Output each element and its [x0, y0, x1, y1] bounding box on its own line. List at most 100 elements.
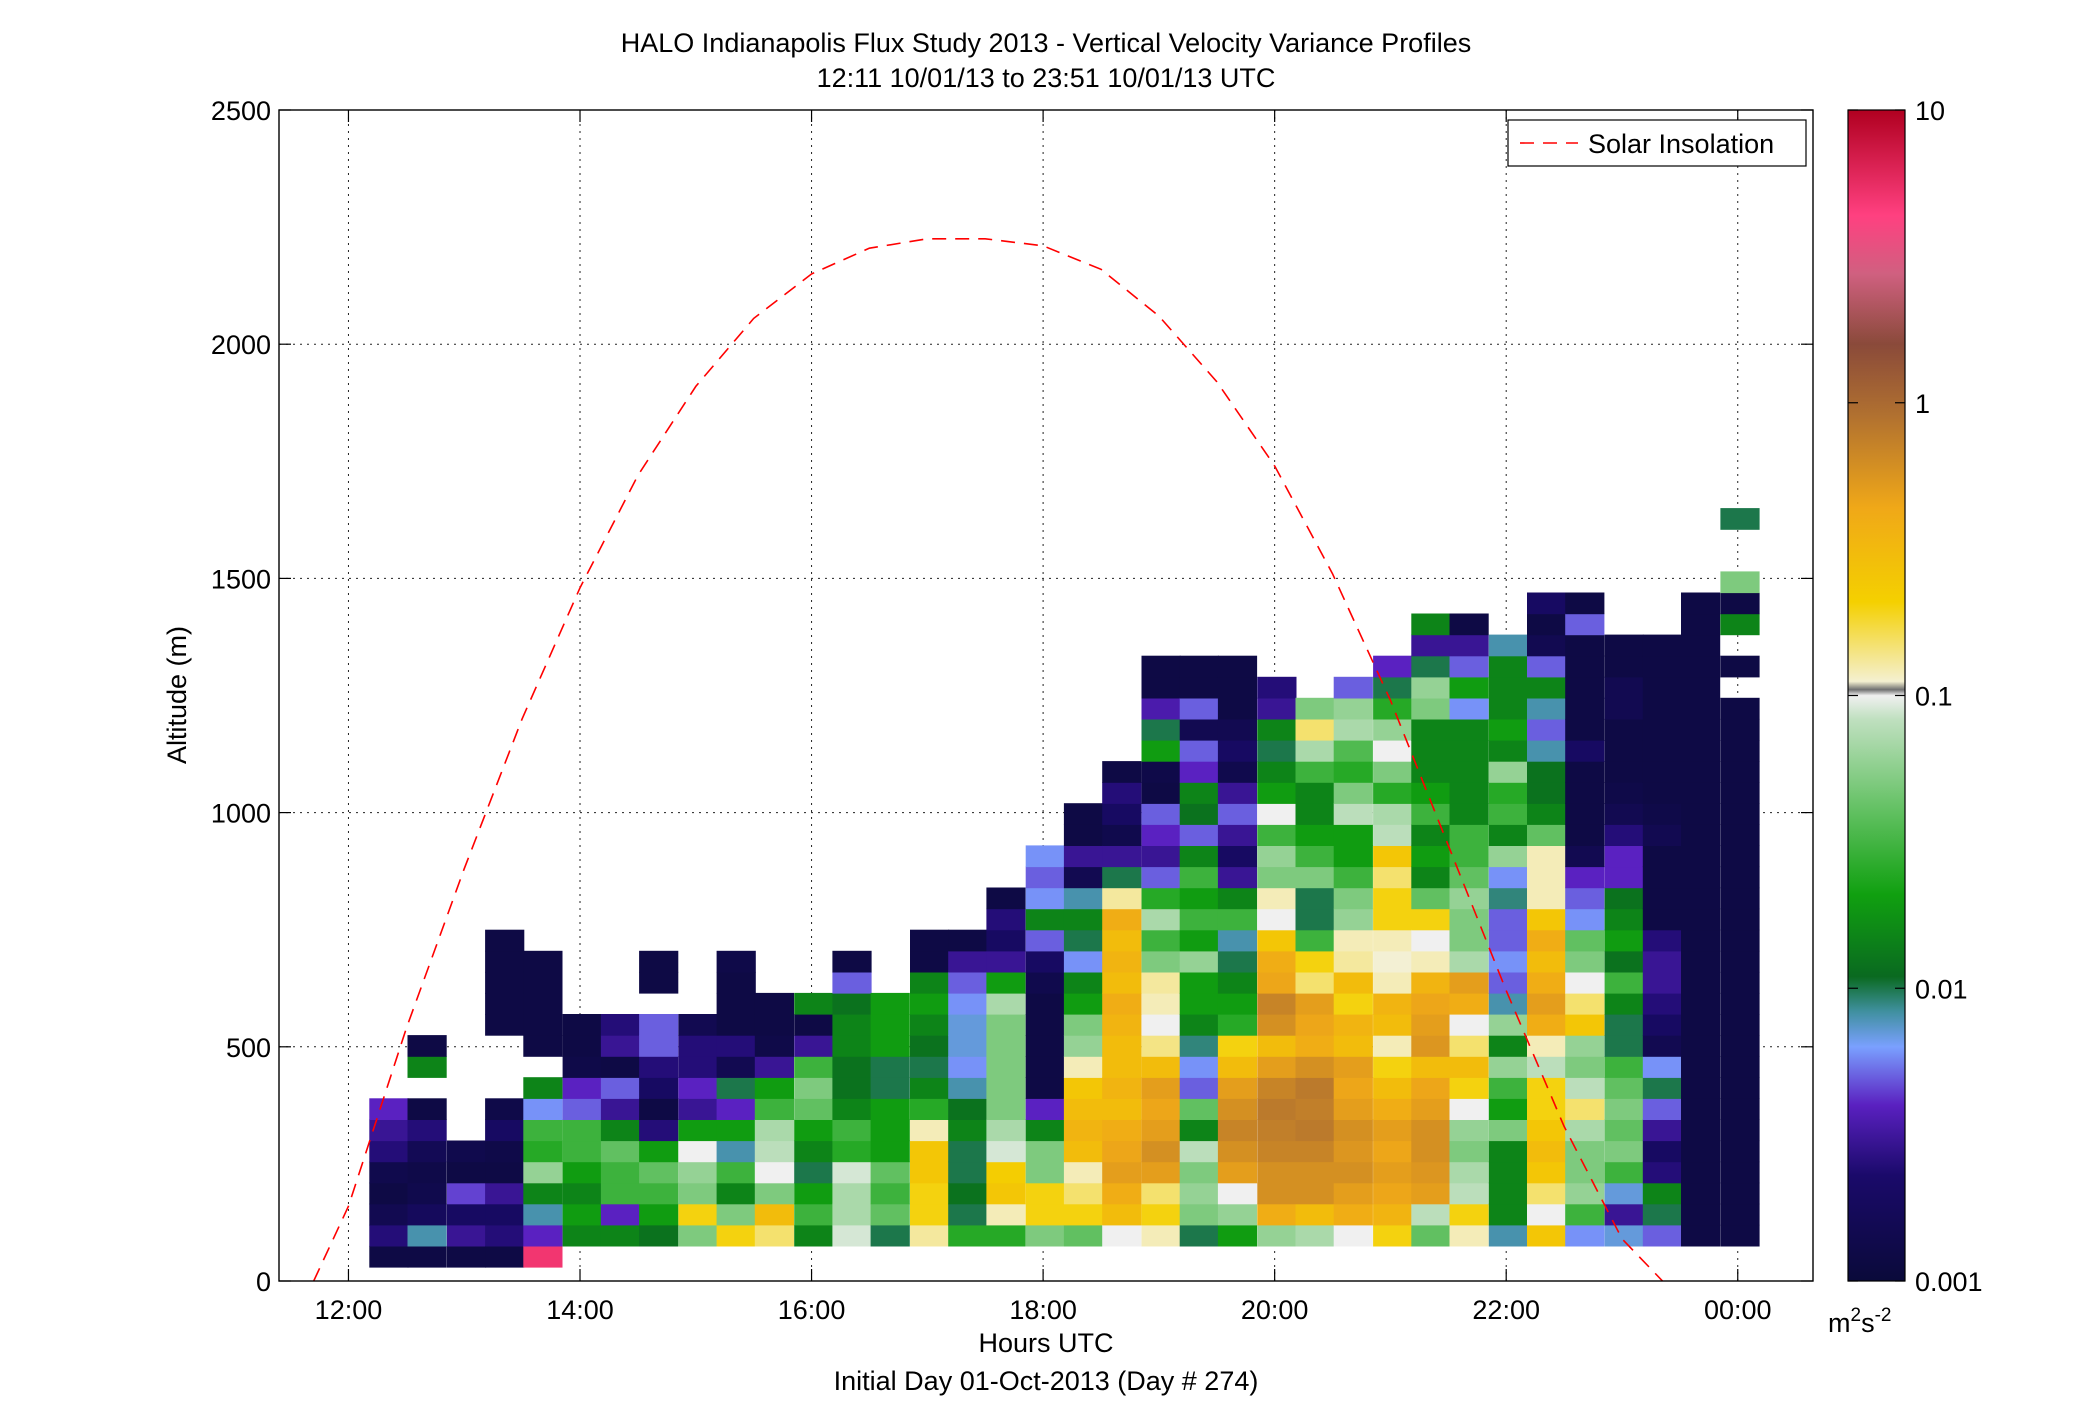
- heatmap-cell: [1449, 1056, 1489, 1078]
- heatmap-cell: [1681, 761, 1721, 783]
- heatmap-cell: [1681, 718, 1721, 741]
- heatmap-cell: [1449, 634, 1489, 657]
- heatmap-cell: [1681, 908, 1721, 931]
- heatmap-cell: [678, 1119, 718, 1142]
- heatmap-cell: [948, 1161, 988, 1184]
- heatmap-cell: [1681, 592, 1721, 615]
- heatmap-cell: [446, 1182, 487, 1205]
- heatmap-cell: [1527, 992, 1567, 1015]
- heatmap-cell: [1411, 676, 1451, 699]
- heatmap-cell: [1720, 697, 1760, 720]
- heatmap-cell: [794, 1077, 834, 1099]
- heatmap-cell: [600, 1119, 641, 1142]
- heatmap-cell: [1449, 655, 1489, 678]
- heatmap-cell: [1179, 971, 1219, 994]
- heatmap-cell: [1527, 1119, 1567, 1142]
- heatmap-cell: [369, 1182, 409, 1205]
- heatmap-cell: [1295, 1119, 1335, 1142]
- heatmap-cell: [1604, 1140, 1644, 1163]
- heatmap-cell: [1449, 782, 1489, 804]
- heatmap-cell: [1565, 1077, 1605, 1099]
- heatmap-cell: [754, 1035, 794, 1057]
- heatmap-cell: [1720, 740, 1760, 762]
- heatmap-cell: [446, 1245, 487, 1268]
- heatmap-cell: [1565, 803, 1605, 825]
- heatmap-cell: [485, 1203, 525, 1226]
- heatmap-cell: [1063, 971, 1104, 994]
- legend-box: [1507, 119, 1807, 167]
- heatmap-cell: [1488, 971, 1528, 994]
- heatmap-cell: [1527, 1014, 1567, 1036]
- heatmap-cell: [1141, 845, 1181, 868]
- heatmap-cell: [1488, 1098, 1528, 1120]
- heatmap-cell: [1295, 1224, 1335, 1247]
- heatmap-cell: [1604, 1119, 1644, 1142]
- heatmap-cell: [754, 1077, 794, 1099]
- heatmap-cell: [986, 992, 1026, 1015]
- heatmap-cell: [1333, 845, 1373, 868]
- heatmap-cell: [832, 1119, 872, 1142]
- heatmap-cell: [1642, 634, 1682, 657]
- heatmap-cell: [1604, 1182, 1644, 1205]
- heatmap-cell: [1411, 1035, 1451, 1057]
- heatmap-cell: [1411, 1140, 1451, 1163]
- heatmap-cell: [1217, 761, 1258, 783]
- heatmap-cell: [1333, 1140, 1373, 1163]
- heatmap-cell: [1527, 971, 1567, 994]
- heatmap-cell: [523, 1140, 563, 1163]
- y-tick-label: 1000: [211, 799, 271, 829]
- heatmap-cell: [832, 1014, 872, 1036]
- heatmap-cell: [1488, 782, 1528, 804]
- heatmap-cell: [1488, 655, 1528, 678]
- heatmap-cell: [1257, 761, 1297, 783]
- heatmap-cell: [1565, 1035, 1605, 1057]
- heatmap-cell: [948, 1014, 988, 1036]
- heatmap-cell: [1565, 782, 1605, 804]
- heatmap-cell: [1449, 1014, 1489, 1036]
- heatmap-cell: [369, 1119, 409, 1142]
- heatmap-cell: [716, 1203, 756, 1226]
- heatmap-cell: [948, 971, 988, 994]
- y-axis-label: Altitude (m): [162, 626, 192, 764]
- heatmap-cell: [832, 1140, 872, 1163]
- heatmap-cell: [910, 1098, 950, 1120]
- y-tick-label: 1500: [211, 564, 271, 594]
- heatmap-cell: [1179, 740, 1219, 762]
- heatmap-cell: [1333, 740, 1373, 762]
- heatmap-cell: [639, 1182, 679, 1205]
- heatmap-cell: [1642, 1140, 1682, 1163]
- heatmap-cell: [1141, 697, 1181, 720]
- heatmap-cell: [1488, 803, 1528, 825]
- heatmap-cell: [1141, 824, 1181, 846]
- heatmap-cell: [1527, 929, 1567, 952]
- heatmap-cell: [1217, 1161, 1258, 1184]
- heatmap-cell: [1257, 740, 1297, 762]
- heatmap-cell: [1217, 1182, 1258, 1205]
- heatmap-cell: [1333, 1077, 1373, 1099]
- heatmap-cell: [986, 1224, 1026, 1247]
- heatmap-cell: [794, 1161, 834, 1184]
- heatmap-cell: [1681, 887, 1721, 910]
- heatmap-cell: [1411, 971, 1451, 994]
- heatmap-cell: [1411, 866, 1451, 889]
- heatmap-cell: [1681, 950, 1721, 973]
- heatmap-cell: [1102, 992, 1142, 1015]
- heatmap-cell: [600, 1098, 641, 1120]
- heatmap-cell: [1642, 1119, 1682, 1142]
- heatmap-cell: [1025, 887, 1065, 910]
- heatmap-cell: [948, 1182, 988, 1205]
- heatmap-cell: [794, 1098, 834, 1120]
- heatmap-cell: [1141, 740, 1181, 762]
- heatmap-cell: [1642, 1056, 1682, 1078]
- heatmap-cell: [754, 1182, 794, 1205]
- heatmap-cell: [485, 971, 525, 994]
- heatmap-cell: [523, 992, 563, 1015]
- heatmap-cell: [639, 1077, 679, 1099]
- heatmap-cell: [1565, 1224, 1605, 1247]
- heatmap-cell: [678, 1056, 718, 1078]
- heatmap-cell: [1565, 634, 1605, 657]
- heatmap-cell: [562, 1056, 602, 1078]
- heatmap-cell: [1565, 1161, 1605, 1184]
- heatmap-cell: [1179, 1224, 1219, 1247]
- heatmap-cell: [1681, 697, 1721, 720]
